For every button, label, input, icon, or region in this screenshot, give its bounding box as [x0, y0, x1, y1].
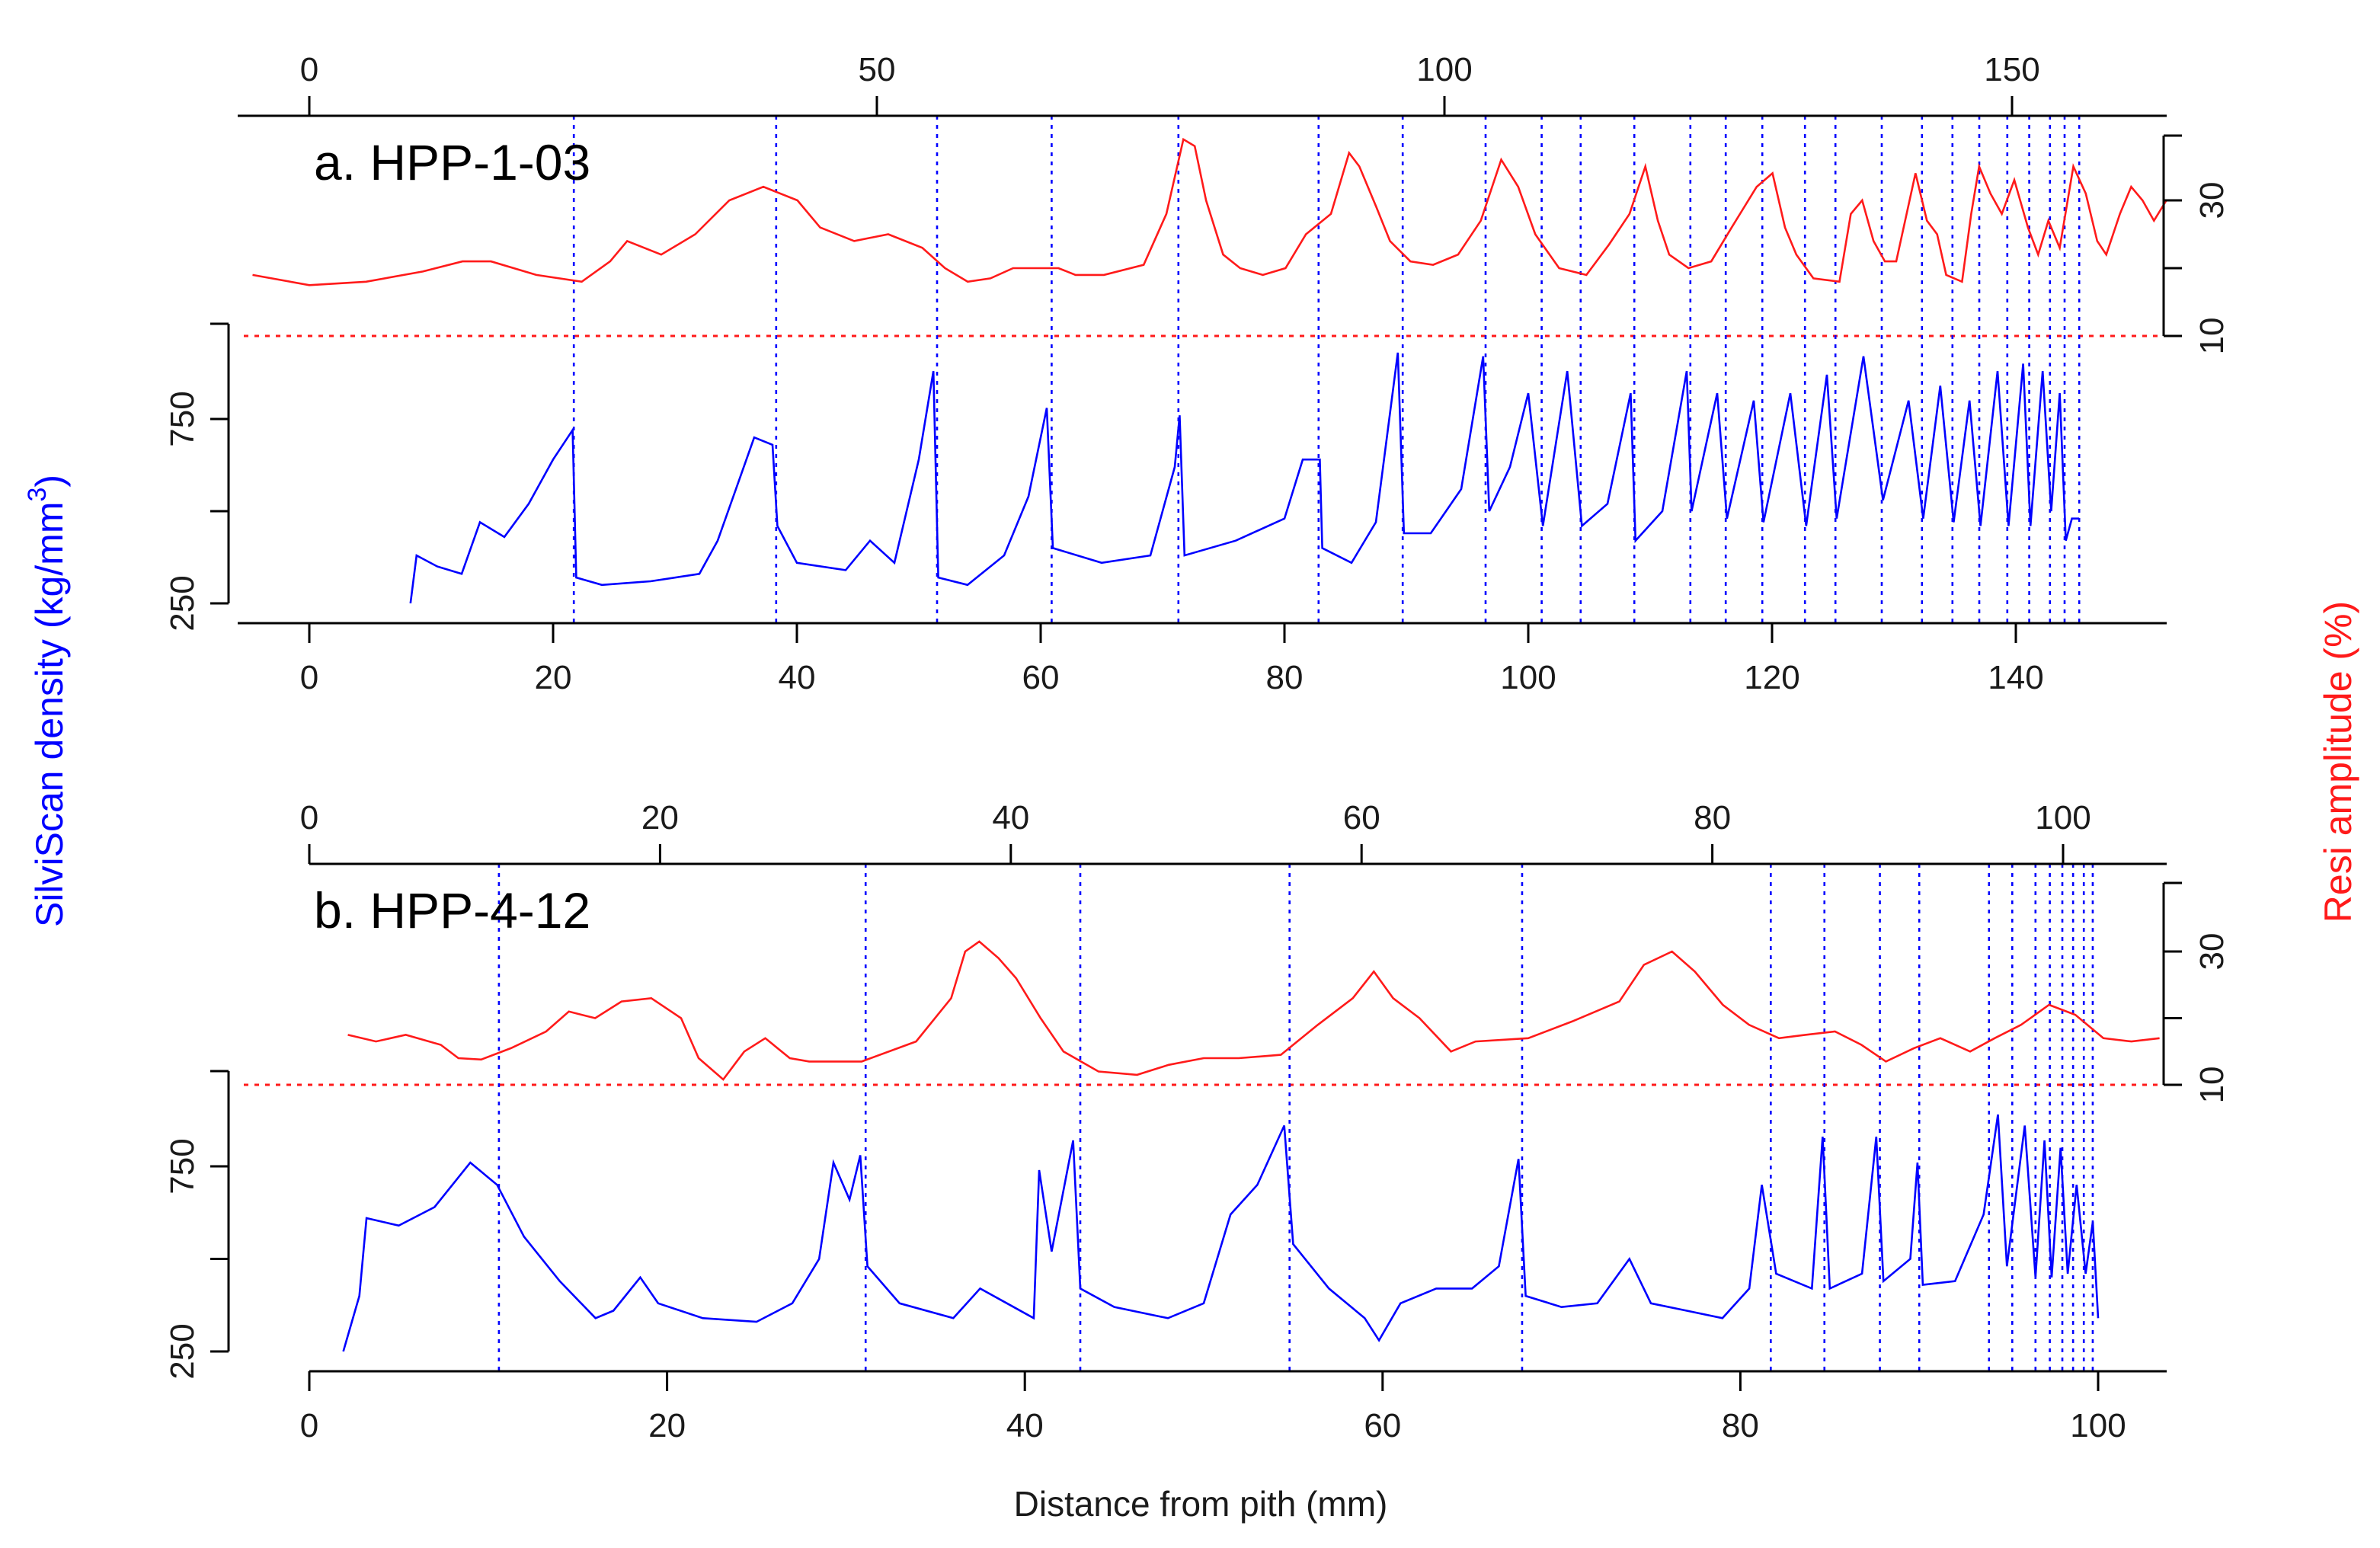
- a-left-tick-label: 750: [164, 391, 201, 446]
- a-resi-series: [252, 137, 2167, 286]
- left-axis-label-sup: 3: [23, 488, 52, 502]
- b-panel-title: b. HPP-4-12: [314, 882, 590, 939]
- b-top-tick-label: 100: [2035, 799, 2090, 836]
- b-axes: 0 20 40 60 80 100 0 20 40 60 80 100 250 750 10 30: [164, 799, 2231, 1444]
- a-bottom-tick-label: 60: [1022, 659, 1060, 696]
- panel-b: 0 20 40 60 80 100 0 20 40 60 80 100 250 750 10 30 b. HP…: [164, 799, 2231, 1444]
- a-bottom-tick-label: 80: [1266, 659, 1304, 696]
- b-resi-series: [347, 940, 2160, 1081]
- b-bottom-tick-label: 100: [2070, 1407, 2126, 1444]
- b-bottom-tick-label: 80: [1722, 1407, 1759, 1444]
- a-bottom-tick-label: 40: [779, 659, 816, 696]
- b-density-series: [342, 1114, 2100, 1352]
- right-axis-label: Resi amplitude (%): [2317, 601, 2359, 923]
- panel-a: 0 20 40 60 80 100 120 140 0 50 100 150 250 750 10 30 a.…: [164, 51, 2231, 696]
- b-left-tick-label: 250: [164, 1323, 201, 1379]
- a-bottom-tick-label: 20: [535, 659, 572, 696]
- a-density-series: [409, 352, 2080, 604]
- b-bottom-tick-label: 0: [300, 1407, 318, 1444]
- b-top-tick-label: 20: [641, 799, 679, 836]
- a-right-tick-label: 30: [2193, 182, 2231, 219]
- b-top-tick-label: 0: [300, 799, 318, 836]
- a-bottom-tick-label: 140: [1988, 659, 2043, 696]
- left-axis-label-main: SilviScan density (kg/mm: [28, 502, 71, 928]
- a-top-tick-label: 50: [859, 51, 896, 88]
- a-bottom-tick-label: 0: [300, 659, 318, 696]
- b-right-tick-label: 30: [2193, 933, 2231, 971]
- b-left-tick-label: 750: [164, 1138, 201, 1194]
- x-axis-label: Distance from pith (mm): [1014, 1484, 1388, 1524]
- b-bottom-tick-label: 60: [1364, 1407, 1401, 1444]
- b-bottom-tick-label: 20: [648, 1407, 686, 1444]
- b-top-tick-label: 80: [1694, 799, 1731, 836]
- a-panel-title: a. HPP-1-03: [314, 134, 590, 190]
- b-series: [342, 940, 2160, 1352]
- a-bottom-tick-label: 100: [1500, 659, 1556, 696]
- b-right-tick-label: 10: [2193, 1067, 2231, 1104]
- left-axis-label-end: ): [28, 475, 71, 488]
- a-axes: 0 20 40 60 80 100 120 140 0 50 100 150 250 750 10 30: [164, 51, 2231, 696]
- b-top-tick-label: 40: [992, 799, 1029, 836]
- a-bottom-tick-label: 120: [1744, 659, 1799, 696]
- b-bottom-tick-label: 40: [1006, 1407, 1044, 1444]
- a-left-tick-label: 250: [164, 575, 201, 631]
- left-axis-label: SilviScan density (kg/mm3): [23, 475, 71, 927]
- a-top-tick-label: 100: [1416, 51, 1472, 88]
- a-right-tick-label: 10: [2193, 318, 2231, 355]
- a-top-tick-label: 0: [300, 51, 318, 88]
- b-top-tick-label: 60: [1343, 799, 1380, 836]
- a-top-tick-label: 150: [1984, 51, 2039, 88]
- a-series: [252, 137, 2167, 604]
